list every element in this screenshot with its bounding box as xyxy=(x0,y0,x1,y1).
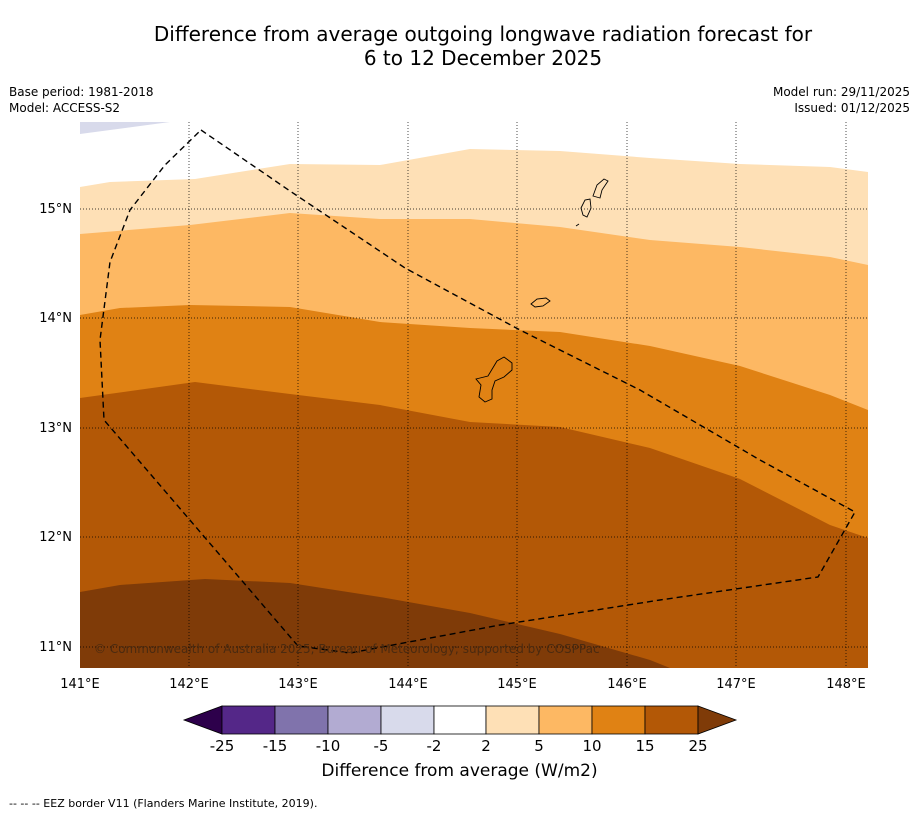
lat-label-12n: 12°N xyxy=(39,530,72,545)
colorbar-segment-7 xyxy=(538,705,593,735)
gridlines xyxy=(80,122,868,668)
lon-label-143e: 143°E xyxy=(278,677,318,692)
lat-label-15n: 15°N xyxy=(39,202,72,217)
band-over-25 xyxy=(80,579,670,668)
title-line-1: Difference from average outgoing longwav… xyxy=(153,22,813,46)
colorbar-tick-neg25: -25 xyxy=(210,737,235,755)
island-saipan xyxy=(592,178,609,199)
lat-label-14n: 14°N xyxy=(39,311,72,326)
island-guam xyxy=(475,356,513,403)
lon-label-146e: 146°E xyxy=(607,677,647,692)
colorbar-tick-25: 25 xyxy=(688,737,707,755)
lon-label-145e: 145°E xyxy=(497,677,537,692)
lon-label-142e: 142°E xyxy=(169,677,209,692)
copyright-notice: © Commonwealth of Australia 2025, Bureau… xyxy=(94,642,600,656)
colorbar-title: Difference from average (W/m2) xyxy=(321,761,598,781)
colorbar-segment-5 xyxy=(433,705,487,735)
issued-date: Issued: 01/12/2025 xyxy=(794,101,910,115)
model-run: Model run: 29/11/2025 xyxy=(772,85,910,99)
lon-label-144e: 144°E xyxy=(388,677,428,692)
band-negative-2-to-5 xyxy=(80,122,170,134)
colorbar-ticks: -25 -15 -10 -5 -2 2 5 10 15 25 xyxy=(210,737,708,755)
colorbar-segment-3 xyxy=(327,705,382,735)
meta-left: Base period: 1981-2018 Model: ACCESS-S2 xyxy=(9,84,154,116)
eez-legend-note: -- -- -- EEZ border V11 (Flanders Marine… xyxy=(9,797,318,810)
lat-label-11n: 11°N xyxy=(39,640,72,655)
lon-label-147e: 147°E xyxy=(716,677,756,692)
base-period: Base period: 1981-2018 xyxy=(9,85,154,99)
title-line-2: 6 to 12 December 2025 xyxy=(363,46,603,70)
colorbar-segment-4 xyxy=(380,705,435,735)
colorbar-tick-15: 15 xyxy=(635,737,654,755)
colorbar: -25 -15 -10 -5 -2 2 5 10 15 25 xyxy=(182,705,738,755)
eez-border xyxy=(99,129,856,654)
colorbar-tick-10: 10 xyxy=(582,737,601,755)
island-aguijan xyxy=(575,223,580,227)
colorbar-tick-neg15: -15 xyxy=(263,737,288,755)
model-name: Model: ACCESS-S2 xyxy=(9,101,121,115)
colorbar-segment-9 xyxy=(644,705,699,735)
colorbar-tick-neg2: -2 xyxy=(427,737,442,755)
colorbar-tick-5: 5 xyxy=(534,737,544,755)
chart-title: Difference from average outgoing longwav… xyxy=(0,22,919,70)
lat-axis-labels: 15°N 14°N 13°N 12°N 11°N xyxy=(39,202,72,655)
island-tinian xyxy=(580,198,592,218)
colorbar-tick-2: 2 xyxy=(481,737,491,755)
colorbar-tick-neg10: -10 xyxy=(316,737,341,755)
meta-right: Model run: 29/11/2025 Issued: 01/12/2025 xyxy=(773,84,910,116)
colorbar-segment-6 xyxy=(485,705,540,735)
colorbar-segments xyxy=(182,705,738,735)
islands xyxy=(475,178,609,403)
island-rota xyxy=(530,297,551,308)
colorbar-segment-8 xyxy=(591,705,646,735)
colorbar-segment-2 xyxy=(274,705,329,735)
map-area: © Commonwealth of Australia 2025, Bureau… xyxy=(80,122,868,668)
map-figure: © Commonwealth of Australia 2025, Bureau… xyxy=(39,122,868,755)
lon-axis-labels: 141°E 142°E 143°E 144°E 145°E 146°E 147°… xyxy=(60,677,866,692)
colorbar-tick-neg5: -5 xyxy=(374,737,389,755)
lon-label-141e: 141°E xyxy=(60,677,100,692)
lon-label-148e: 148°E xyxy=(826,677,866,692)
colorbar-extend-low xyxy=(182,705,223,735)
lat-label-13n: 13°N xyxy=(39,421,72,436)
colorbar-extend-high xyxy=(697,705,738,735)
colorbar-segment-1 xyxy=(221,705,276,735)
